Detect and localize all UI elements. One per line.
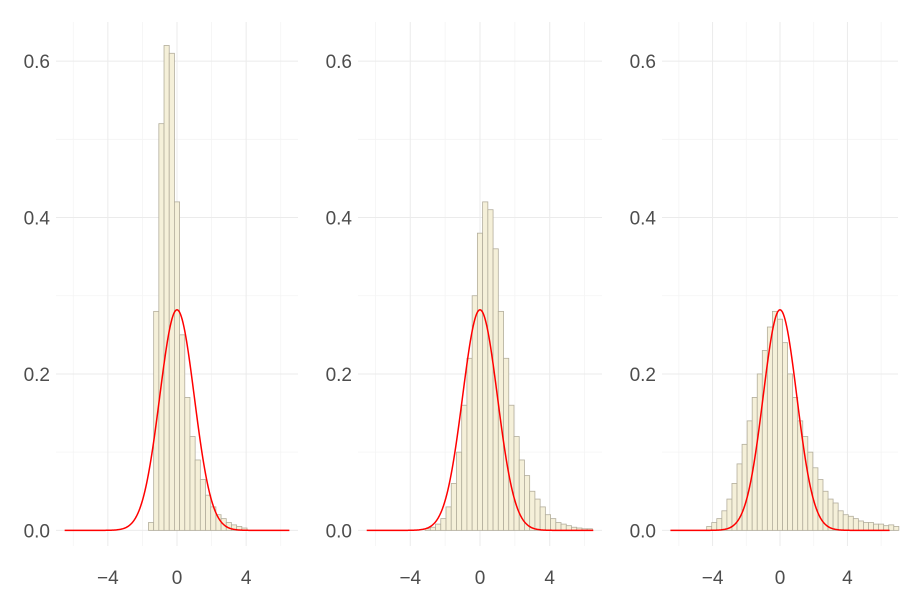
histogram-bar xyxy=(751,397,758,531)
panel-2: 0.0 0.2 0.4 0.6 −4 0 4 xyxy=(326,22,602,589)
histogram-bar xyxy=(837,510,844,531)
histogram-bar xyxy=(792,397,799,531)
histogram-bar xyxy=(842,514,849,531)
histogram-bar xyxy=(158,123,165,531)
histogram-bar xyxy=(456,451,463,531)
histogram-bar xyxy=(476,232,484,531)
x-tick-label: −4 xyxy=(399,568,421,589)
histogram-bar xyxy=(741,443,748,531)
histogram-bar xyxy=(555,522,562,531)
y-tick-label: 0.2 xyxy=(24,365,50,386)
y-tick-label: 0.2 xyxy=(630,365,656,386)
histogram-bar xyxy=(508,404,515,531)
histogram-bar xyxy=(539,506,546,531)
histogram-bar xyxy=(450,483,457,531)
histogram-bar xyxy=(184,397,191,531)
histogram-bar xyxy=(440,518,447,531)
x-tick-label: 4 xyxy=(544,568,555,589)
histogram-bar xyxy=(461,404,468,531)
histogram-bar xyxy=(482,201,489,531)
histogram-bar xyxy=(772,310,778,531)
y-tick-label: 0.0 xyxy=(630,521,656,542)
histogram-bar xyxy=(487,209,494,531)
histogram-bar xyxy=(163,45,170,531)
histogram-bar xyxy=(878,523,885,531)
histogram-bar xyxy=(716,518,723,531)
y-tick-label: 0.6 xyxy=(24,52,50,73)
density-curve xyxy=(670,309,890,532)
histogram-bar xyxy=(466,357,473,531)
histogram-bar xyxy=(777,318,783,531)
histogram-bar xyxy=(888,524,895,531)
histogram-bar xyxy=(873,523,880,531)
histogram-bar xyxy=(529,490,536,531)
histogram-bar xyxy=(148,522,155,531)
histogram-bar xyxy=(857,520,864,531)
histogram-bar xyxy=(893,526,900,531)
x-tick-label: 4 xyxy=(842,568,853,589)
y-tick-label: 0.0 xyxy=(326,521,352,542)
histogram-bar xyxy=(721,510,728,531)
histogram-bar xyxy=(863,522,869,531)
panel-3: 0.0 0.2 0.4 0.6 −4 0 4 xyxy=(630,22,900,589)
histogram-bar xyxy=(174,201,180,531)
histogram-bar xyxy=(726,498,733,531)
histogram-bar xyxy=(550,518,557,531)
histogram-bar xyxy=(852,518,859,531)
y-tick-label: 0.4 xyxy=(326,209,353,230)
y-tick-label: 0.6 xyxy=(630,52,656,73)
x-tick-label: 0 xyxy=(172,568,183,589)
y-tick-label: 0.4 xyxy=(24,209,51,230)
histogram-bar xyxy=(492,248,499,531)
histogram-bar xyxy=(782,342,788,531)
histogram-bar xyxy=(194,459,201,531)
histogram-bar xyxy=(199,479,206,531)
histogram-bar xyxy=(827,498,834,531)
histogram-bar xyxy=(205,494,212,531)
histogram-bar xyxy=(832,502,839,531)
x-tick-label: −4 xyxy=(97,568,119,589)
density-curve xyxy=(64,309,290,532)
histogram-bar xyxy=(787,373,794,531)
x-tick-label: 0 xyxy=(775,568,786,589)
x-tick-label: 4 xyxy=(241,568,252,589)
histogram-bar xyxy=(435,523,442,531)
histogram-bar xyxy=(534,498,541,531)
histogram-bar xyxy=(429,526,436,531)
panel-1: 0.0 0.2 0.4 0.6 −4 0 4 xyxy=(24,22,298,589)
histogram-bar xyxy=(868,522,874,531)
y-tick-label: 0.0 xyxy=(24,521,50,542)
y-tick-label: 0.4 xyxy=(630,209,657,230)
density-curve xyxy=(366,309,594,532)
histogram-bar xyxy=(513,436,520,531)
x-tick-label: 0 xyxy=(475,568,486,589)
y-tick-label: 0.2 xyxy=(326,365,352,386)
histogram-bar xyxy=(756,373,763,531)
histogram-bar xyxy=(168,52,175,531)
histogram-bar xyxy=(711,522,718,531)
y-tick-label: 0.6 xyxy=(326,52,352,73)
histogram-bar xyxy=(817,479,824,531)
histogram-bar xyxy=(179,334,186,531)
histogram-bar xyxy=(847,515,854,531)
histogram-bar xyxy=(189,436,196,531)
x-tick-label: −4 xyxy=(702,568,724,589)
histogram-bar xyxy=(445,506,452,531)
histogram-bar xyxy=(560,523,567,531)
histogram-bar xyxy=(544,514,551,531)
